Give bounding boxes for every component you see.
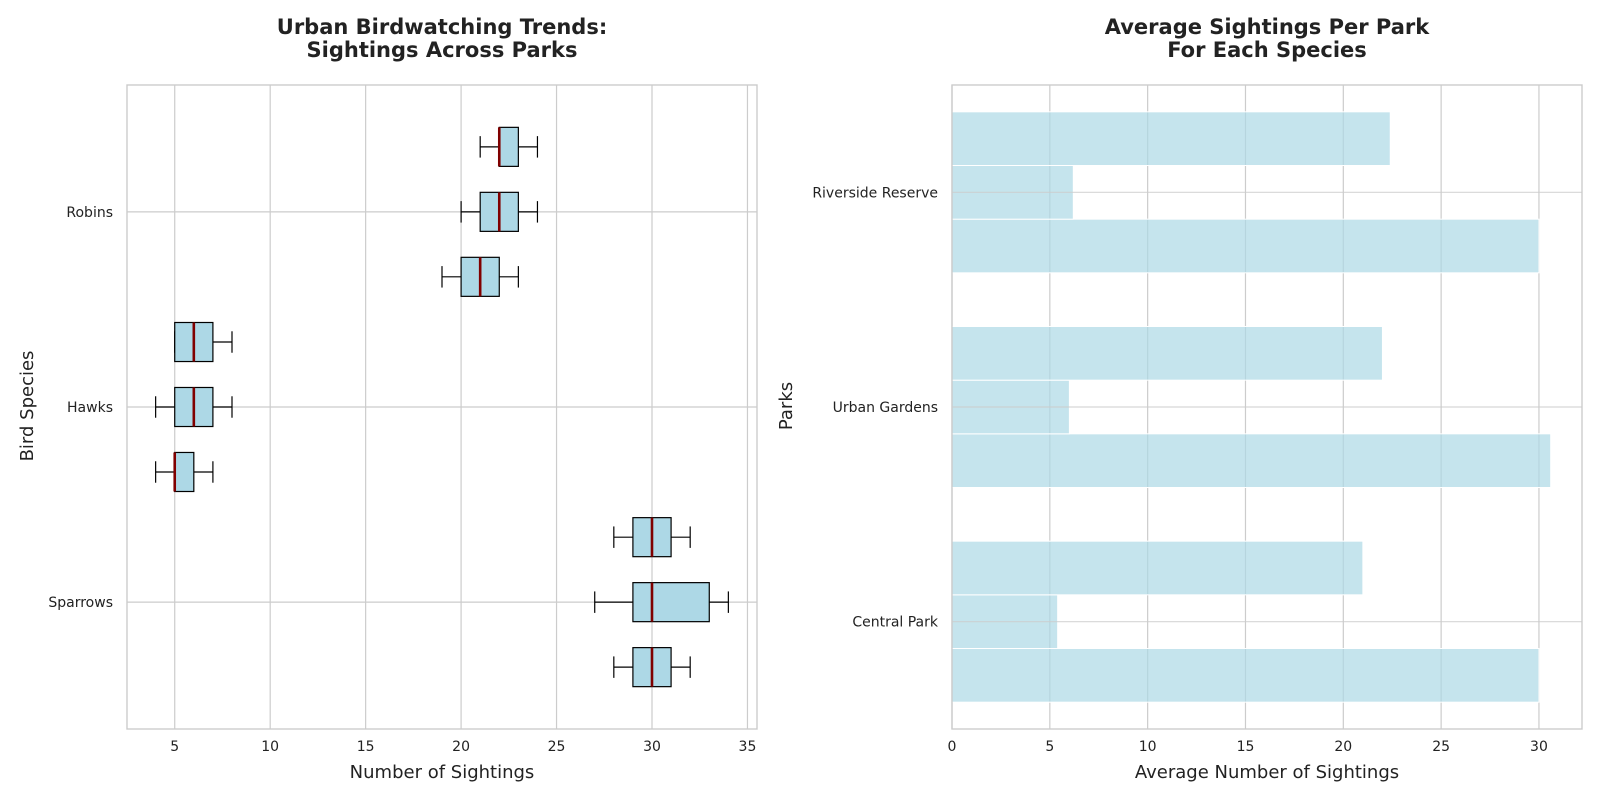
boxplot-boxes (155, 126, 729, 688)
bar-chart: 0 5 10 15 20 25 30 Central Park Urban Gardens Ri… (776, 15, 1583, 783)
bar-chart-x-tick-label: 30 (1530, 739, 1548, 755)
boxplot-x-tick-label: 20 (452, 739, 470, 755)
boxplot-chart: 5 10 15 20 25 30 35 Sparrows Hawks Robins Urban … (17, 15, 758, 783)
box-sparrows (613, 647, 691, 688)
bar-chart-y-tick-label: Urban Gardens (833, 400, 938, 416)
bar-chart-x-tick-label: 0 (948, 739, 957, 755)
bar (951, 540, 1364, 596)
boxplot-y-tick-label: Robins (66, 205, 113, 221)
bar-chart-x-tick-label: 10 (1139, 739, 1157, 755)
boxplot-title-line-1: Urban Birdwatching Trends: (277, 15, 607, 39)
boxplot-x-axis-label: Number of Sightings (350, 762, 535, 783)
box-iqr (498, 126, 519, 167)
box-sparrows (594, 582, 729, 623)
box-hawks (155, 451, 214, 493)
boxplot-x-tick-label: 30 (643, 739, 661, 755)
bar-chart-x-tick-label: 15 (1237, 739, 1255, 755)
box-hawks (155, 386, 233, 428)
bar-chart-bars (951, 111, 1582, 703)
bar-chart-frame (951, 84, 1583, 730)
bar-chart-x-tick-label: 5 (1045, 739, 1054, 755)
bar (951, 648, 1540, 703)
boxplot-x-tick-label: 10 (261, 739, 279, 755)
box-iqr (632, 582, 710, 623)
boxplot-y-ticks: Sparrows Hawks Robins (48, 205, 113, 611)
boxplot-x-tick-label: 25 (548, 739, 566, 755)
box-robins (479, 126, 539, 167)
boxplot-title-line-2: Sightings Across Parks (307, 38, 578, 62)
bar-chart-title-line-2: For Each Species (1167, 38, 1367, 62)
boxplot-x-ticks: 5 10 15 20 25 30 35 (170, 739, 756, 755)
bar-chart-y-ticks: Central Park Urban Gardens Riverside Reser… (812, 185, 939, 630)
bar (951, 218, 1540, 274)
box-sparrows (613, 517, 691, 558)
bar-chart-x-tick-label: 25 (1432, 739, 1450, 755)
boxplot-y-axis-label: Bird Species (17, 351, 38, 462)
boxplot-y-tick-label: Sparrows (48, 595, 113, 611)
bar (951, 111, 1391, 167)
box-robins (441, 256, 519, 297)
box-hawks (174, 321, 233, 363)
bar-chart-x-tick-label: 20 (1334, 739, 1352, 755)
bar-chart-y-axis-label: Parks (776, 382, 797, 430)
bar (951, 433, 1552, 489)
boxplot-x-tick-label: 15 (357, 739, 375, 755)
boxplot-y-tick-label: Hawks (67, 400, 113, 416)
bar (951, 326, 1383, 381)
box-iqr (174, 451, 195, 493)
bar-chart-y-tick-label: Riverside Reserve (812, 185, 938, 201)
bar-chart-x-axis-label: Average Number of Sightings (1135, 762, 1399, 783)
bar-chart-y-tick-label: Central Park (852, 615, 939, 631)
boxplot-x-tick-label: 35 (739, 739, 757, 755)
box-robins (460, 191, 539, 232)
bar-chart-x-ticks: 0 5 10 15 20 25 30 (948, 739, 1548, 755)
boxplot-x-tick-label: 5 (170, 739, 179, 755)
boxplot-gridlines (127, 85, 757, 729)
bar-chart-title-line-1: Average Sightings Per Park (1105, 15, 1431, 39)
boxplot-frame (126, 84, 758, 730)
